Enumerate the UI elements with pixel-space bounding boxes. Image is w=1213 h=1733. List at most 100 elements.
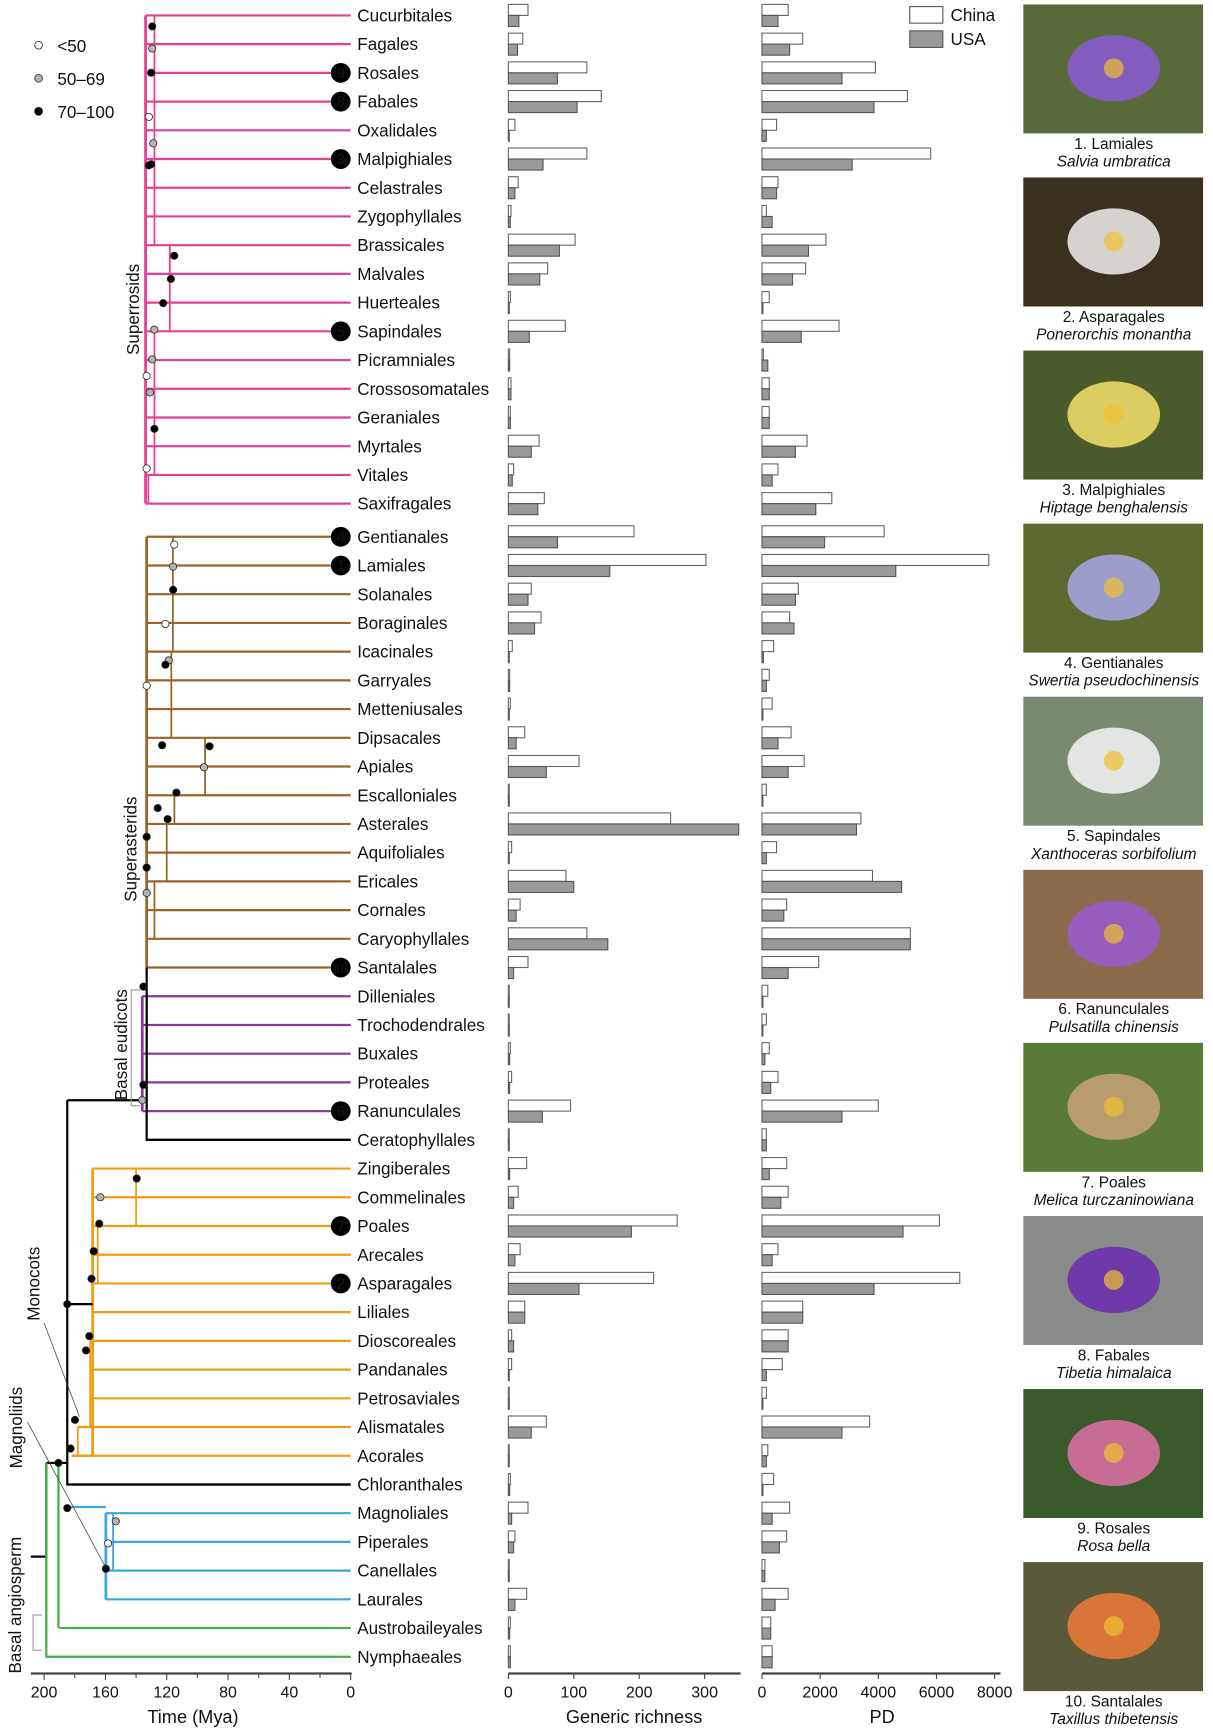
support-node <box>169 562 178 571</box>
pd-bar-china <box>761 1128 767 1141</box>
pd-bar-usa <box>761 1397 764 1410</box>
pd-bar-china <box>761 984 769 997</box>
legend-swatch-china <box>909 6 944 24</box>
order-label: Petrosaviales <box>357 1389 460 1408</box>
order-label: Huerteales <box>357 294 440 313</box>
order-label: Asterales <box>357 815 428 834</box>
photo-species: Melica turczaninowiana <box>1034 1192 1195 1209</box>
richness-bar-usa <box>507 1168 511 1181</box>
pd-bar-china <box>761 463 779 476</box>
pd-bar-usa <box>761 1570 766 1583</box>
support-node <box>147 68 156 77</box>
richness-bar-china <box>507 1415 547 1428</box>
pd-bar-china <box>761 1042 770 1055</box>
richness-bar-china <box>507 955 529 969</box>
pd-bar-china <box>761 1185 789 1198</box>
richness-bar-usa <box>507 43 519 56</box>
tree-tick-label: 80 <box>219 1685 237 1702</box>
photo-caption: 5. Sapindales <box>1067 828 1161 845</box>
pd-bar-china <box>761 1415 871 1428</box>
richness-bar-china <box>507 1645 511 1658</box>
highlight-marker <box>330 1216 351 1236</box>
highlight-marker <box>330 62 351 83</box>
richness-bar-china <box>507 726 526 739</box>
richness-bar-usa <box>507 1139 510 1152</box>
pd-bar-usa <box>761 101 875 114</box>
richness-bar-china <box>507 176 519 189</box>
richness-bar-usa <box>507 1110 543 1123</box>
support-node <box>96 1193 105 1202</box>
support-node <box>142 832 151 841</box>
pd-bar-china <box>761 927 911 940</box>
richness-bar-china <box>507 1472 511 1486</box>
pd-bar-china <box>761 434 808 447</box>
country-legend: China USA <box>909 6 996 49</box>
richness-bar-usa <box>507 1254 516 1267</box>
tree-tick-label: 120 <box>153 1685 180 1702</box>
basal-eudicots-bracket <box>130 989 141 1107</box>
order-label: Sapindales <box>357 322 442 341</box>
richness-bar-usa <box>507 651 510 664</box>
photo-species: Hiptage benghalensis <box>1040 500 1189 517</box>
richness-bar-china <box>507 1501 529 1514</box>
order-label: Pandanales <box>357 1361 447 1380</box>
highlight-marker <box>330 1101 351 1122</box>
richness-bar-usa <box>507 1598 516 1611</box>
richness-bar-usa <box>507 1397 510 1410</box>
richness-bar-usa <box>507 445 532 458</box>
order-label: Lamiales <box>357 557 425 576</box>
legend-label-high: 70–100 <box>57 103 114 122</box>
support-node <box>139 982 148 991</box>
richness-bar-china <box>507 32 524 45</box>
clade-label-magnoliids: Magnoliids <box>7 1387 26 1469</box>
magnoliids-pointer <box>27 1421 107 1568</box>
legend-marker-mid <box>34 73 43 83</box>
photo-caption: 9. Rosales <box>1077 1520 1150 1537</box>
support-node <box>63 1300 72 1309</box>
pd-bar-china <box>761 1559 766 1572</box>
pd-bar-usa <box>761 1081 772 1094</box>
richness-bar-usa <box>507 1369 510 1382</box>
richness-bar-china <box>507 1156 528 1170</box>
support-node <box>63 1504 72 1513</box>
pd-bar-china <box>761 262 807 275</box>
order-label: Alismatales <box>357 1418 444 1437</box>
highlight-number: 10 <box>334 962 348 976</box>
richness-bar-china <box>507 348 511 361</box>
order-label: Apiales <box>357 758 413 777</box>
richness-bar-china <box>507 1042 511 1055</box>
order-label: Santalales <box>357 959 437 978</box>
pd-bar-china <box>761 3 789 16</box>
pd-bar-usa <box>761 1483 764 1497</box>
support-node <box>170 540 179 549</box>
pd-bar-china <box>761 118 778 131</box>
flower-center <box>1103 750 1124 771</box>
pd-bar-usa <box>761 416 770 430</box>
pd-bar-china <box>761 754 805 768</box>
photo-caption: 8. Fabales <box>1078 1347 1150 1364</box>
richness-bar-china <box>507 1329 513 1342</box>
pd-bar-china <box>761 319 840 332</box>
richness-bar-usa <box>507 1282 580 1296</box>
richness-tick-label: 100 <box>560 1685 587 1702</box>
order-label: Dilleniales <box>357 987 435 1006</box>
support-node <box>166 274 175 283</box>
pd-bar-usa <box>761 1369 767 1382</box>
highlight-number: 1 <box>336 558 345 575</box>
clade-label-basal-eudicots: Basal eudicots <box>112 989 131 1100</box>
support-node <box>111 1517 120 1526</box>
order-label: Solanales <box>357 585 432 604</box>
pd-bar-usa <box>761 737 779 750</box>
richness-bar-usa <box>507 794 510 807</box>
pd-bar-china <box>761 1271 961 1284</box>
pd-bar-china <box>761 611 791 624</box>
order-label: Canellales <box>357 1562 437 1581</box>
support-legend: <50 50–69 70–100 <box>34 37 114 122</box>
richness-bar-china <box>507 204 512 218</box>
photo-species: Taxillus thibetensis <box>1049 1711 1178 1728</box>
